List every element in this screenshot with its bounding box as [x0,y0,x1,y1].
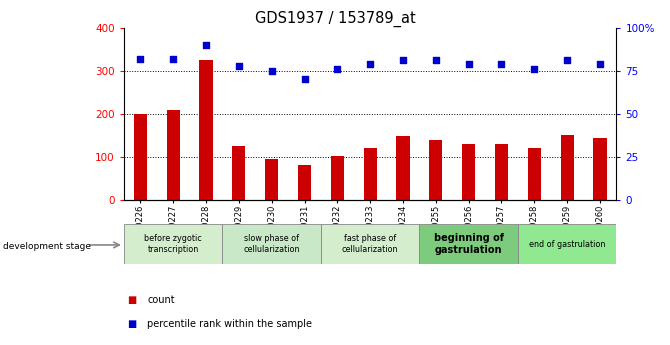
Point [595,61,606,67]
Bar [298,165,311,200]
Point [364,61,375,67]
Bar [397,136,409,200]
Text: ■: ■ [127,295,137,305]
Bar [265,159,278,200]
Bar [331,156,344,200]
Bar [561,135,574,200]
Bar [594,138,606,200]
Point [529,66,540,72]
Bar [528,148,541,200]
Bar [167,110,180,200]
Text: development stage: development stage [3,242,91,251]
Text: before zygotic
transcription: before zygotic transcription [144,234,202,254]
Point [430,58,441,63]
Point [398,58,409,63]
Text: ■: ■ [127,319,137,329]
Bar [462,144,475,200]
Bar [222,224,321,264]
Text: percentile rank within the sample: percentile rank within the sample [147,319,312,329]
Bar [495,144,508,200]
Bar [232,146,245,200]
Text: count: count [147,295,175,305]
Bar [429,140,442,200]
Text: GDS1937 / 153789_at: GDS1937 / 153789_at [255,10,415,27]
Point [267,68,277,73]
Bar [321,224,419,264]
Bar [364,148,377,200]
Point [234,63,245,68]
Bar [200,60,212,200]
Text: fast phase of
cellularization: fast phase of cellularization [342,234,399,254]
Bar [124,224,222,264]
Point [496,61,507,67]
Point [299,77,310,82]
Text: end of gastrulation: end of gastrulation [529,239,605,249]
Bar [419,224,518,264]
Point [168,56,178,61]
Point [561,58,572,63]
Text: beginning of
gastrulation: beginning of gastrulation [433,233,504,255]
Point [463,61,474,67]
Point [332,66,343,72]
Point [135,56,146,61]
Text: slow phase of
cellularization: slow phase of cellularization [243,234,300,254]
Point [201,42,212,48]
Bar [134,114,147,200]
Bar [518,224,616,264]
